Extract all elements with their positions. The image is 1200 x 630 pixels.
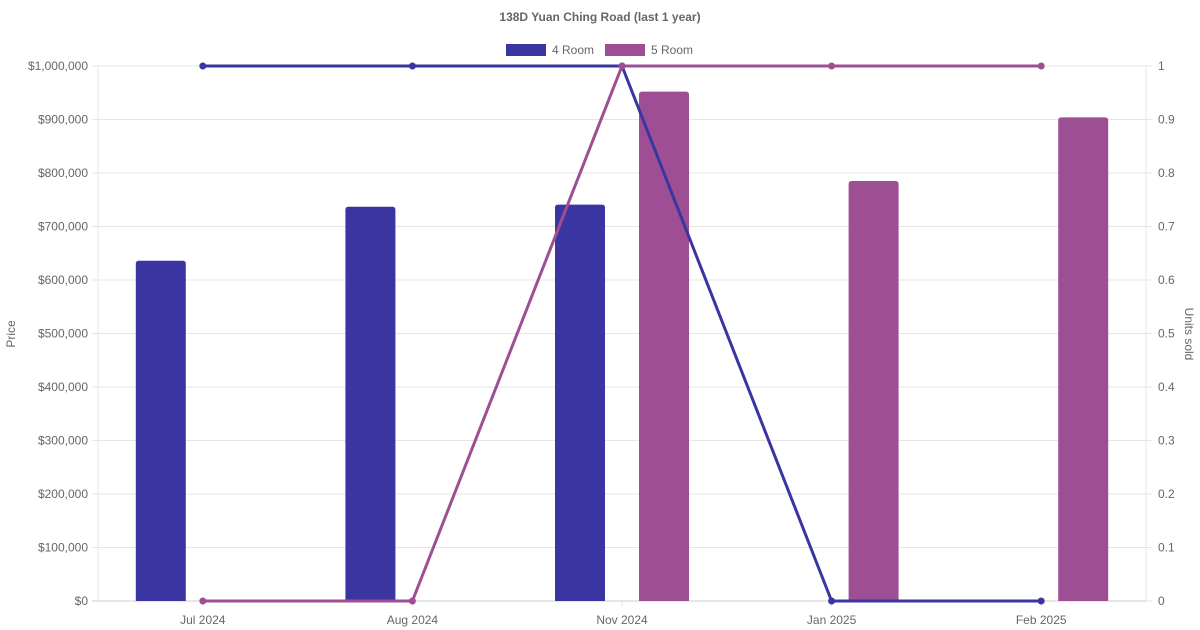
x-tick-label: Jul 2024 [180, 613, 226, 627]
y-right-tick-label: 0.5 [1158, 327, 1175, 341]
y-left-tick-label: $800,000 [38, 166, 88, 180]
y-right-tick-label: 0.3 [1158, 434, 1175, 448]
lines [199, 62, 1045, 605]
y-left-tick-label: $700,000 [38, 220, 88, 234]
y-left-tick-label: $0 [75, 594, 89, 608]
y-left-tick-label: $500,000 [38, 327, 88, 341]
axes: $0 $100,000 $200,000 $300,000 $400,000 $500,0… [28, 59, 1175, 627]
y-left-tick-label: $900,000 [38, 113, 88, 127]
bar-5-room [639, 91, 689, 602]
y-axis-left-title: Price [4, 320, 18, 348]
units-point-4-room [408, 62, 416, 70]
grid [92, 65, 1152, 607]
x-tick-label: Jan 2025 [807, 613, 857, 627]
bar-4-room [555, 204, 605, 601]
units-point-5-room [408, 597, 416, 605]
y-right-tick-label: 0 [1158, 594, 1165, 608]
legend: 4 Room 5 Room [506, 43, 693, 57]
x-tick-label: Feb 2025 [1016, 613, 1067, 627]
units-point-4-room [1037, 597, 1045, 605]
legend-label-4-room: 4 Room [552, 43, 594, 57]
bar-4-room [345, 206, 396, 601]
units-point-5-room [828, 62, 836, 70]
y-left-tick-label: $100,000 [38, 541, 88, 555]
units-point-5-room [1037, 62, 1045, 70]
y-left-tick-label: $300,000 [38, 434, 88, 448]
y-right-tick-label: 0.8 [1158, 166, 1175, 180]
bar-5-room [848, 181, 899, 601]
y-left-tick-label: $200,000 [38, 487, 88, 501]
y-axis-right-title: Units sold [1182, 308, 1196, 361]
y-right-tick-label: 0.6 [1158, 273, 1175, 287]
units-point-4-room [828, 597, 836, 605]
units-point-5-room [199, 597, 207, 605]
bar-5-room [1058, 117, 1109, 602]
units-point-4-room [199, 62, 207, 70]
chart-title: 138D Yuan Ching Road (last 1 year) [499, 10, 700, 24]
bars [135, 91, 1109, 602]
bar-4-room [135, 260, 186, 601]
y-right-tick-label: 0.7 [1158, 220, 1175, 234]
y-right-tick-label: 0.4 [1158, 380, 1175, 394]
units-point-5-room [618, 62, 626, 70]
y-right-tick-label: 0.9 [1158, 113, 1175, 127]
y-right-tick-label: 0.2 [1158, 487, 1175, 501]
y-left-tick-label: $400,000 [38, 380, 88, 394]
x-tick-label: Nov 2024 [596, 613, 648, 627]
x-tick-label: Aug 2024 [387, 613, 439, 627]
y-left-tick-label: $1,000,000 [28, 59, 88, 73]
y-right-tick-label: 1 [1158, 59, 1165, 73]
legend-swatch-4-room [506, 44, 546, 56]
legend-label-5-room: 5 Room [651, 43, 693, 57]
y-right-tick-label: 0.1 [1158, 541, 1175, 555]
legend-swatch-5-room [605, 44, 645, 56]
y-left-tick-label: $600,000 [38, 273, 88, 287]
